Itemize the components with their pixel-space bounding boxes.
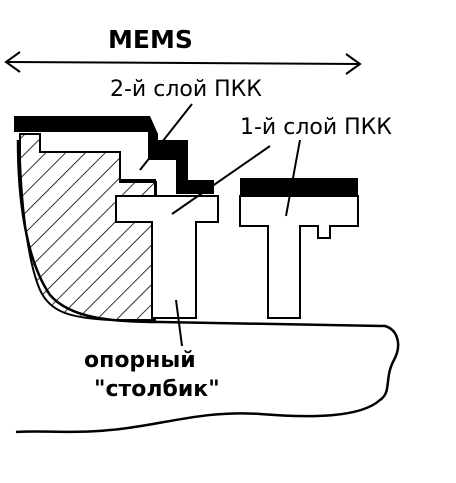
layer1-black-cap (240, 178, 358, 196)
mems-label: MEMS (108, 25, 193, 54)
layer1-label: 1-й слой ПКК (240, 115, 392, 140)
leader-post (175, 299, 183, 347)
left-support-post (115, 195, 219, 319)
leader-layer2 (139, 103, 193, 171)
layer2-black-stepped (14, 116, 214, 194)
right-support-post (239, 195, 359, 319)
leader-layer1-right (285, 139, 301, 217)
layer2-label: 2-й слой ПКК (110, 77, 262, 102)
mems-dimension-arrow (4, 51, 362, 75)
leader-layer1-left (171, 145, 271, 215)
post-label-line2: "столбик" (94, 377, 220, 402)
post-label-line1: опорный (84, 348, 196, 373)
left-step-outline (39, 134, 157, 196)
hatched-substrate-region (19, 133, 156, 321)
leader-lines (139, 103, 301, 347)
